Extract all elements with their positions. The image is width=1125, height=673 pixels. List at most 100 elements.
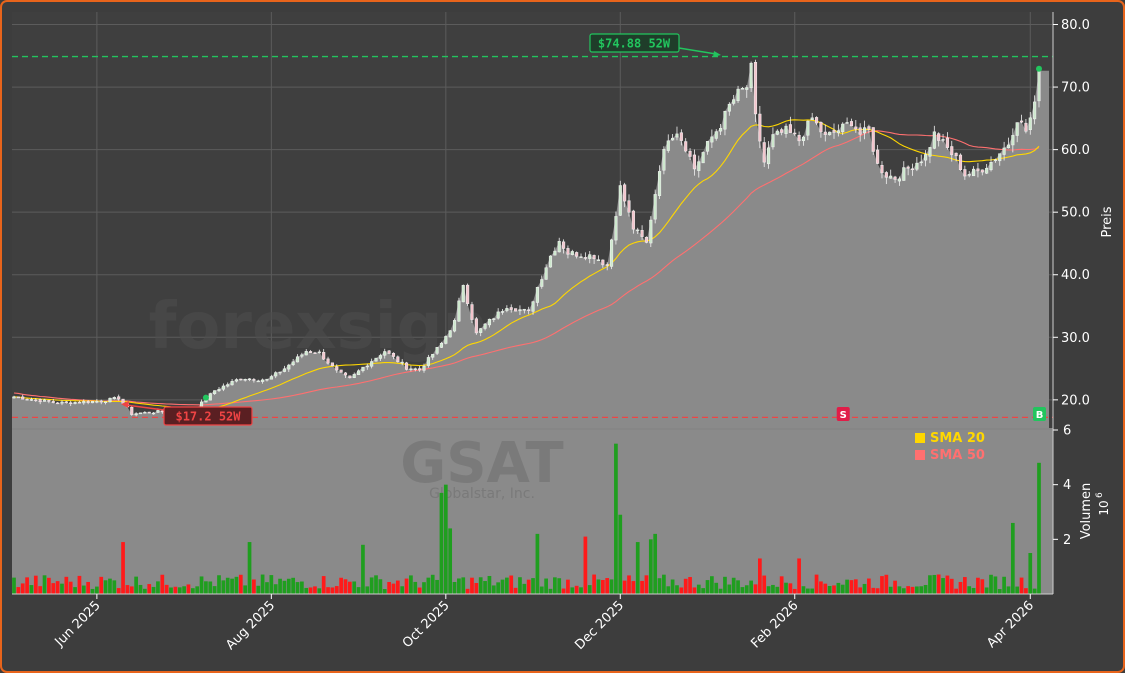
candle-body (304, 351, 308, 356)
candle-body (339, 369, 343, 373)
candle-body (69, 402, 73, 404)
volume-bar (784, 582, 788, 594)
price-tick-label-6: 80.0 (1061, 18, 1090, 33)
candle-body (25, 398, 29, 401)
candle-body (823, 131, 827, 135)
candle-body (806, 120, 810, 136)
volume-bar (230, 578, 234, 594)
volume-bar (962, 577, 967, 594)
candle-body (239, 378, 243, 381)
candle-body (492, 318, 496, 320)
volume-exponent-base: 10 (1097, 500, 1111, 515)
candle-body (562, 241, 566, 249)
candle-body (797, 134, 801, 142)
candle-body (623, 184, 627, 202)
volume-bar (775, 586, 780, 594)
volume-bar (779, 576, 784, 594)
candle-body (247, 378, 252, 381)
volume-bar (317, 588, 322, 594)
candle-body (143, 411, 147, 414)
candle-body (579, 256, 583, 258)
volume-bar (426, 577, 431, 594)
volume-bar (125, 585, 130, 594)
candle-body (719, 128, 723, 132)
candle-body (483, 323, 487, 329)
candle-body (134, 413, 138, 416)
volume-bar (539, 586, 544, 594)
volume-bar (867, 578, 871, 594)
candle-body (221, 385, 225, 390)
candle-body (788, 124, 792, 133)
candle-body (601, 259, 605, 266)
volume-bar (12, 577, 16, 594)
volume-bar (1006, 586, 1011, 594)
volume-bar (387, 582, 391, 594)
volume-bar (609, 579, 614, 594)
volume-bar (55, 581, 60, 594)
candle-body (313, 352, 317, 354)
volume-bar (666, 586, 671, 594)
company-watermark: Globalstar, Inc. (429, 486, 535, 502)
volume-bar (871, 587, 876, 594)
volume-bar (99, 576, 104, 594)
x-tick-label-2: Oct 2025 (400, 598, 453, 651)
candle-body (1037, 70, 1041, 102)
candle-body (570, 251, 574, 255)
candle-body (117, 396, 121, 400)
volume-bar (1037, 462, 1041, 594)
volume-bar (448, 528, 453, 594)
volume-bar (391, 583, 396, 594)
volume-bar (478, 577, 483, 594)
volume-bar (247, 542, 252, 594)
candle-body (749, 62, 753, 89)
volume-bar (888, 586, 893, 594)
candle-body (130, 406, 134, 415)
candle-body (444, 336, 448, 344)
candle-body (121, 398, 125, 404)
volume-bar (1032, 588, 1037, 594)
candle-body (862, 127, 867, 134)
volume-bar (217, 575, 221, 594)
candle-body (618, 185, 622, 216)
volume-bar (544, 578, 548, 594)
candle-body (300, 354, 304, 357)
candle-body (86, 401, 90, 403)
candle-body (753, 62, 758, 115)
candle-body (426, 357, 430, 366)
volume-bar (989, 574, 993, 594)
volume-tick-label-2: 6 (1063, 424, 1071, 439)
candle-body (928, 147, 932, 157)
candle-body (295, 356, 300, 363)
low-52w-box (163, 406, 253, 426)
volume-bar (679, 587, 684, 594)
legend-swatch-sma20 (915, 433, 925, 443)
candle-body (256, 380, 260, 383)
volume-bar (51, 583, 56, 594)
volume-bar (880, 576, 884, 594)
volume-bar (164, 584, 169, 594)
volume-bar (156, 581, 160, 594)
candle-body (1006, 144, 1011, 148)
signal-label-2: B (1036, 410, 1044, 421)
price-tick-label-5: 70.0 (1061, 81, 1090, 96)
volume-bar (347, 581, 352, 594)
x-tick-label-3: Dec 2025 (572, 598, 627, 653)
candle-body (12, 396, 16, 399)
candle-body (544, 267, 548, 280)
candle-body (487, 318, 491, 326)
volume-bar (177, 587, 182, 594)
volume-bar (439, 492, 444, 594)
volume-bar (548, 588, 553, 594)
volume-bar (670, 579, 675, 594)
volume-bar (77, 575, 82, 594)
candle-body (252, 379, 256, 381)
volume-bar (901, 588, 906, 594)
candle-body (858, 127, 862, 135)
candle-body (448, 330, 452, 338)
volume-bar (1028, 553, 1033, 594)
candle-body (343, 372, 348, 376)
candle-body (592, 255, 596, 260)
volume-bar (108, 578, 112, 594)
volume-bar (766, 586, 771, 594)
candle-body (95, 401, 99, 403)
